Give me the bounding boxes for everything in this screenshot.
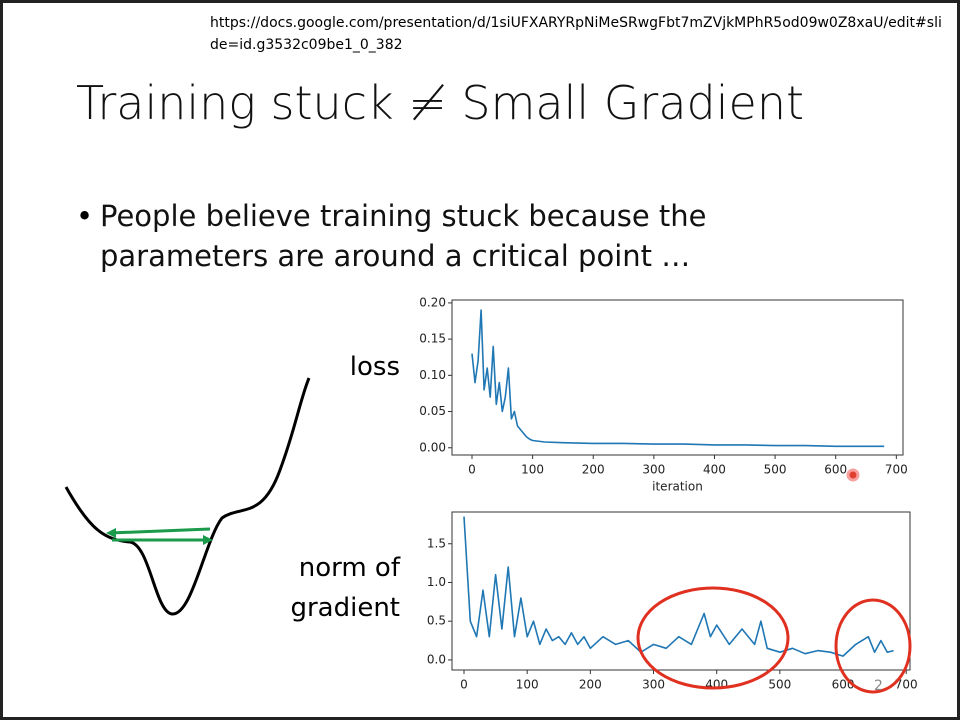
y-tick-label: 0.10 <box>419 368 446 382</box>
arrow-head <box>106 528 116 538</box>
y-tick-label: 0.5 <box>427 614 446 628</box>
x-tick-label: 100 <box>521 463 544 477</box>
page-number: 2 <box>874 678 883 694</box>
url: https://docs.google.com/presentation/d/1… <box>210 15 942 53</box>
y-tick-label: 0.00 <box>419 440 446 454</box>
arrow-left <box>109 527 211 535</box>
slide-title: Training stuck ≠ Small Gradient <box>76 76 805 130</box>
plot-frame <box>451 299 904 456</box>
x-tick-label: 400 <box>703 463 726 477</box>
x-tick-label: 200 <box>579 678 602 692</box>
x-tick-label: 200 <box>582 463 605 477</box>
x-tick-label: 700 <box>885 463 908 477</box>
highlight-circle <box>636 586 790 690</box>
x-tick-label: 500 <box>764 463 787 477</box>
y-tick-label: 0.15 <box>419 332 446 346</box>
x-tick-label: 0 <box>468 463 476 477</box>
x-axis-label: iteration <box>652 480 703 494</box>
y-tick-label: 1.5 <box>427 536 446 550</box>
data-line <box>471 309 885 448</box>
plot-frame <box>451 511 911 671</box>
arrow-head <box>203 535 213 545</box>
x-tick-label: 700 <box>895 678 918 692</box>
bullet-text: People believe training stuck because th… <box>100 199 707 273</box>
chart-label: loss <box>349 352 400 382</box>
y-tick-label: 0.20 <box>419 295 446 309</box>
y-tick-label: 0.05 <box>419 404 446 418</box>
x-tick-label: 300 <box>642 678 665 692</box>
x-tick-label: 300 <box>642 463 665 477</box>
y-tick-label: 0.0 <box>427 652 446 666</box>
x-tick-label: 100 <box>516 678 539 692</box>
highlight-circle <box>834 598 912 694</box>
x-tick-label: 500 <box>768 678 791 692</box>
x-tick-label: 600 <box>824 463 847 477</box>
bullet-dot: • <box>76 199 94 233</box>
y-tick-label: 1.0 <box>427 575 446 589</box>
chart-label: norm of gradient <box>290 553 400 623</box>
error-surface <box>64 377 311 616</box>
x-tick-label: 0 <box>460 678 468 692</box>
cursor <box>846 468 860 482</box>
data-line <box>463 516 894 657</box>
